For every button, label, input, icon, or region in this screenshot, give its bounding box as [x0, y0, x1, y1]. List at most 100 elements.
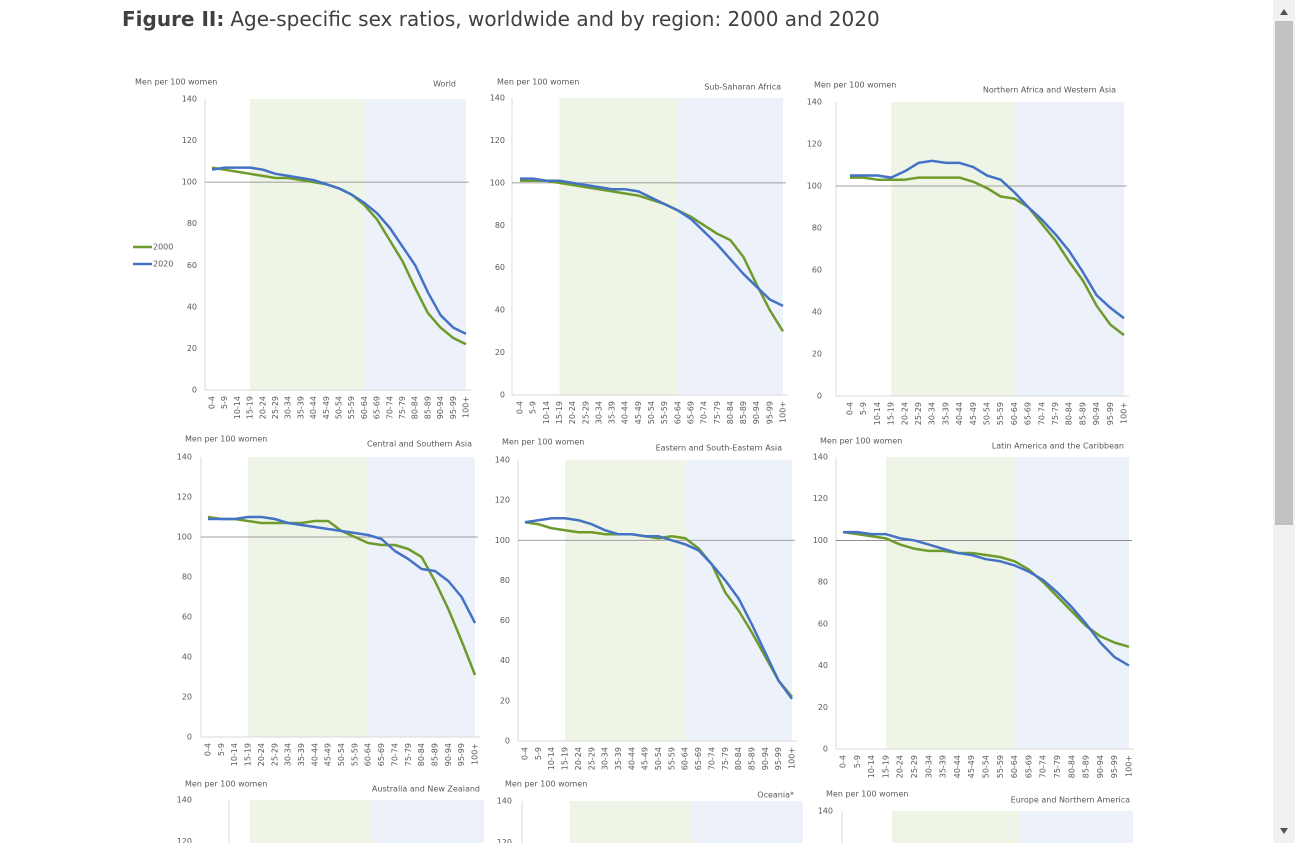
x-tick-label: 70-74	[390, 743, 399, 766]
x-tick-label: 50-54	[983, 402, 992, 425]
x-tick-label: 45-49	[324, 743, 333, 766]
series-line	[842, 530, 1130, 648]
y-tick-label: 0	[500, 391, 505, 400]
series-line	[211, 166, 467, 336]
y-tick-label: 140	[818, 807, 833, 816]
x-tick-label: 25-29	[271, 396, 280, 419]
x-tick-label: 85-89	[423, 396, 432, 419]
chart-title: Australia and New Zealand	[372, 785, 480, 794]
x-tick-label: 75-79	[1053, 755, 1062, 778]
x-tick-label: 55-59	[996, 402, 1005, 425]
y-tick-label: 40	[495, 306, 505, 315]
y-tick-label: 40	[500, 656, 510, 665]
x-tick-label: 20-24	[258, 396, 267, 419]
y-tick-label: 100	[177, 533, 192, 542]
chart: Men per 100 women World 0 20 40 60 80 100 120 140…	[133, 78, 471, 419]
x-tick-label: 75-79	[1051, 402, 1060, 425]
x-tick-label: 50-54	[647, 401, 656, 424]
x-tick-label: 80-84	[417, 743, 426, 766]
x-tick-label: 80-84	[1065, 402, 1074, 425]
x-tick-label: 25-29	[910, 755, 919, 778]
x-tick-label: 20-24	[257, 743, 266, 766]
x-tick-label: 100+	[779, 401, 788, 423]
chart-title: World	[433, 80, 456, 89]
x-tick-label: 20-24	[568, 401, 577, 424]
x-tick-label: 30-34	[924, 755, 933, 778]
shade	[250, 800, 372, 843]
x-tick-label: 75-79	[721, 747, 730, 770]
y-axis-label: Men per 100 women	[185, 435, 267, 444]
x-tick-label: 5-9	[534, 747, 543, 760]
x-tick-label: 55-59	[350, 743, 359, 766]
x-tick-label: 45-49	[634, 401, 643, 424]
x-tick-label: 0-4	[839, 755, 848, 768]
x-tick-label: 35-39	[941, 402, 950, 425]
legend-label: 2000	[153, 243, 173, 252]
scrollbar-thumb[interactable]	[1275, 21, 1293, 525]
y-axis-label: Men per 100 women	[826, 790, 908, 799]
series-line	[524, 520, 793, 698]
scroll-up[interactable]	[1280, 9, 1288, 15]
y-axis-label: Men per 100 women	[814, 81, 896, 90]
chart: Men per 100 women Oceania* 120 140	[497, 780, 794, 847]
x-tick-label: 60-64	[1010, 402, 1019, 425]
scroll-down[interactable]	[1280, 828, 1288, 834]
y-tick-label: 60	[495, 263, 505, 272]
y-tick-label: 140	[807, 98, 822, 107]
shade	[692, 801, 803, 843]
y-tick-label: 100	[813, 536, 828, 545]
x-tick-label: 10-14	[230, 743, 239, 766]
figure-heading: Figure II: Age-specific sex ratios, world…	[122, 7, 880, 31]
x-tick-label: 65-69	[373, 396, 382, 419]
x-tick-label: 5-9	[529, 401, 538, 414]
y-tick-label: 20	[182, 693, 192, 702]
x-tick-label: 70-74	[385, 396, 394, 419]
x-tick-label: 20-24	[574, 747, 583, 770]
y-tick-label: 140	[813, 453, 828, 462]
y-axis-label: Men per 100 women	[502, 438, 584, 447]
chart: Men per 100 women Latin America and the C…	[813, 437, 1134, 778]
x-tick-label: 10-14	[873, 402, 882, 425]
shade	[892, 811, 1020, 843]
x-tick-label: 30-34	[601, 747, 610, 770]
x-tick-label: 10-14	[547, 747, 556, 770]
x-tick-label: 55-59	[996, 755, 1005, 778]
x-tick-label: 100+	[1120, 402, 1129, 424]
shaded-span	[248, 457, 369, 737]
shaded-span	[885, 457, 1015, 749]
x-tick-label: 15-19	[881, 755, 890, 778]
y-tick-label: 140	[495, 456, 510, 465]
y-axis-label: Men per 100 women	[135, 78, 217, 87]
y-tick-label: 20	[812, 350, 822, 359]
x-tick-label: 75-79	[713, 401, 722, 424]
x-tick-label: 90-94	[752, 401, 761, 424]
x-tick-label: 40-44	[627, 747, 636, 770]
x-tick-label: 25-29	[914, 402, 923, 425]
chart-title: Latin America and the Caribbean	[992, 442, 1124, 451]
x-tick-label: 90-94	[436, 396, 445, 419]
x-tick-label: 25-29	[581, 401, 590, 424]
y-tick-label: 40	[818, 661, 828, 670]
x-tick-label: 35-39	[614, 747, 623, 770]
y-tick-label: 120	[497, 838, 512, 843]
x-tick-label: 15-19	[246, 396, 255, 419]
chart-title: Eastern and South-Eastern Asia	[656, 444, 782, 453]
y-tick-label: 60	[182, 613, 192, 622]
x-tick-label: 85-89	[1082, 755, 1091, 778]
x-tick-label: 40-44	[955, 402, 964, 425]
x-tick-label: 45-49	[969, 402, 978, 425]
chart-title: Sub-Saharan Africa	[704, 83, 781, 92]
x-tick-label: 60-64	[673, 401, 682, 424]
shade	[1020, 811, 1133, 843]
x-tick-label: 55-59	[660, 401, 669, 424]
x-tick-label: 30-34	[284, 396, 293, 419]
x-tick-label: 100+	[1125, 755, 1134, 777]
y-tick-label: 140	[490, 94, 505, 103]
y-tick-label: 20	[818, 703, 828, 712]
y-axis-label: Men per 100 women	[820, 437, 902, 446]
x-tick-label: 95-99	[457, 743, 466, 766]
y-tick-label: 80	[182, 573, 192, 582]
y-tick-label: 60	[818, 619, 828, 628]
x-tick-label: 35-39	[296, 396, 305, 419]
x-tick-label: 25-29	[270, 743, 279, 766]
